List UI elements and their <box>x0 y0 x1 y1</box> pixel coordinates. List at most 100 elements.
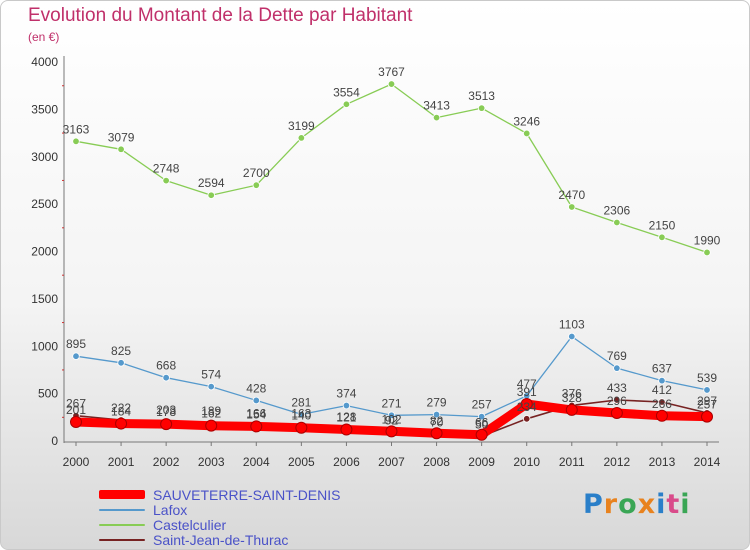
data-label: 271 <box>381 396 401 410</box>
x-tick-label: 2010 <box>513 455 540 469</box>
y-tick-label: 2500 <box>31 197 58 211</box>
data-label: 121 <box>336 411 356 425</box>
data-label: 428 <box>246 381 266 395</box>
data-point <box>207 191 215 199</box>
legend-swatch <box>99 538 145 541</box>
data-point <box>342 401 351 410</box>
y-tick-label: 2000 <box>31 245 58 259</box>
data-label: 267 <box>66 397 86 411</box>
series-Castelculier <box>72 80 711 257</box>
logo-letter: i <box>680 489 691 520</box>
data-label: 102 <box>381 412 401 426</box>
x-tick-label: 2012 <box>604 455 631 469</box>
data-point <box>613 218 621 227</box>
data-label: 391 <box>517 385 537 399</box>
data-label: 3767 <box>378 65 405 79</box>
data-point <box>701 410 713 423</box>
data-point <box>610 406 623 419</box>
data-label: 3413 <box>423 99 450 113</box>
data-label: 3163 <box>63 122 90 136</box>
logo-letter: P <box>583 489 604 520</box>
data-label: 257 <box>472 398 492 412</box>
data-point <box>160 418 173 431</box>
x-tick-label: 2001 <box>108 455 135 469</box>
data-label: 2306 <box>604 204 631 218</box>
data-label: 163 <box>291 407 311 421</box>
y-tick-label: 1500 <box>31 292 58 306</box>
data-point <box>432 113 441 122</box>
y-tick-label: 4000 <box>31 55 58 69</box>
data-point <box>430 427 443 440</box>
data-point <box>297 134 306 142</box>
data-label: 895 <box>66 337 86 351</box>
data-point <box>162 374 170 382</box>
data-point <box>568 332 576 341</box>
data-label: 279 <box>427 396 447 410</box>
data-point <box>72 137 80 146</box>
data-point <box>115 417 128 430</box>
series-layer <box>70 80 713 441</box>
y-tick-label: 500 <box>38 387 58 401</box>
data-label: 128 <box>336 410 356 424</box>
data-label: 328 <box>562 391 582 405</box>
data-label: 2748 <box>153 162 180 176</box>
x-tick-label: 2011 <box>559 455 585 469</box>
data-label: 166 <box>246 406 266 420</box>
legend-item: Saint-Jean-de-Thurac <box>99 531 340 548</box>
data-point <box>117 359 125 367</box>
data-label: 140 <box>291 409 311 423</box>
y-tick-label: 1000 <box>31 339 58 353</box>
proxiti-logo: Proxiti <box>583 489 691 520</box>
data-point <box>475 428 488 441</box>
data-label: 2150 <box>649 218 676 232</box>
data-label: 825 <box>111 344 131 358</box>
data-point <box>703 248 711 257</box>
data-point <box>523 415 531 423</box>
data-label: 3246 <box>513 114 540 128</box>
legend-swatch <box>99 508 145 511</box>
legend-label: Saint-Jean-de-Thurac <box>153 531 289 548</box>
data-label: 82 <box>430 414 444 428</box>
data-label: 637 <box>652 362 672 376</box>
data-label: 2700 <box>243 166 270 180</box>
y-tick-label: 3500 <box>31 102 58 116</box>
data-label: 234 <box>517 400 537 414</box>
data-label: 92 <box>385 413 399 427</box>
data-label: 189 <box>201 404 221 418</box>
x-tick-label: 2005 <box>288 455 315 469</box>
legend: SAUVETERRE-SAINT-DENIS Lafox Castelculier S… <box>99 487 340 548</box>
chart-axes: 0 500 1000 1500 2000 2500 3000 3500 4000 2000 2001… <box>31 55 720 469</box>
data-label: 2470 <box>558 188 585 202</box>
data-point <box>387 80 396 88</box>
logo-letter: r <box>603 489 619 520</box>
y-tick-label: 3000 <box>31 150 58 164</box>
data-point <box>520 397 533 410</box>
data-label: 769 <box>607 349 627 363</box>
x-tick-label: 2002 <box>153 455 180 469</box>
x-tick-label: 2013 <box>649 455 676 469</box>
x-tick-label: 2004 <box>243 455 270 469</box>
logo-letter: t <box>666 489 681 520</box>
data-point <box>295 421 308 434</box>
data-label: 433 <box>607 381 627 395</box>
data-label: 266 <box>652 397 672 411</box>
chart-subtitle: (en €) <box>28 30 60 44</box>
data-point <box>342 100 351 108</box>
y-tick-label: 0 <box>51 434 58 448</box>
data-point <box>523 129 531 138</box>
data-label: 3079 <box>108 130 135 144</box>
data-label: 297 <box>697 394 717 408</box>
logo-letter: i <box>656 489 667 520</box>
data-point <box>477 104 486 112</box>
x-tick-label: 2003 <box>198 455 225 469</box>
series-SAUVETERRE-SAINT-DENIS <box>70 397 713 441</box>
x-tick-label: 2008 <box>423 455 450 469</box>
chart-title: Evolution du Montant de la Dette par Hab… <box>28 5 413 26</box>
data-label: 281 <box>291 395 311 409</box>
data-point <box>70 415 82 428</box>
data-point <box>658 398 666 406</box>
legend-item: Castelculier <box>99 517 340 533</box>
data-labels-layer: 201 184 178 162 154 140 121 102 82 66 391 328 296 266… <box>63 65 721 431</box>
legend-item: Lafox <box>99 502 340 518</box>
